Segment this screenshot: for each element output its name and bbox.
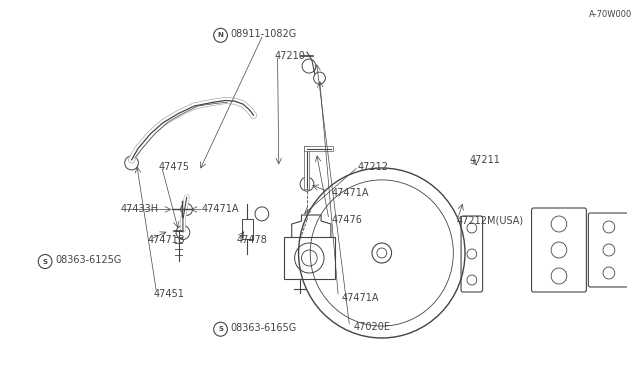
Text: 08363-6125G: 08363-6125G <box>55 256 122 265</box>
Text: 47211: 47211 <box>470 155 500 165</box>
Text: 47475: 47475 <box>159 163 189 172</box>
Text: A-70W000: A-70W000 <box>589 10 632 19</box>
Text: 47471A: 47471A <box>202 205 239 214</box>
Text: 47451: 47451 <box>154 289 184 299</box>
Text: 47478: 47478 <box>237 235 268 245</box>
Text: 47471B: 47471B <box>147 235 185 245</box>
Text: 47020E: 47020E <box>354 323 391 332</box>
Text: 47210: 47210 <box>275 51 305 61</box>
Text: 08363-6165G: 08363-6165G <box>230 323 297 333</box>
Text: 47212M(USA): 47212M(USA) <box>456 215 524 225</box>
Text: S: S <box>43 259 47 264</box>
Text: S: S <box>218 326 223 332</box>
Text: N: N <box>218 32 223 38</box>
Text: 08911-1082G: 08911-1082G <box>230 29 297 39</box>
Text: 47476: 47476 <box>332 215 363 225</box>
Text: 47433H: 47433H <box>120 205 159 214</box>
Text: 47212: 47212 <box>357 163 388 172</box>
Text: 47471A: 47471A <box>332 188 369 198</box>
Text: 47471A: 47471A <box>342 293 379 302</box>
